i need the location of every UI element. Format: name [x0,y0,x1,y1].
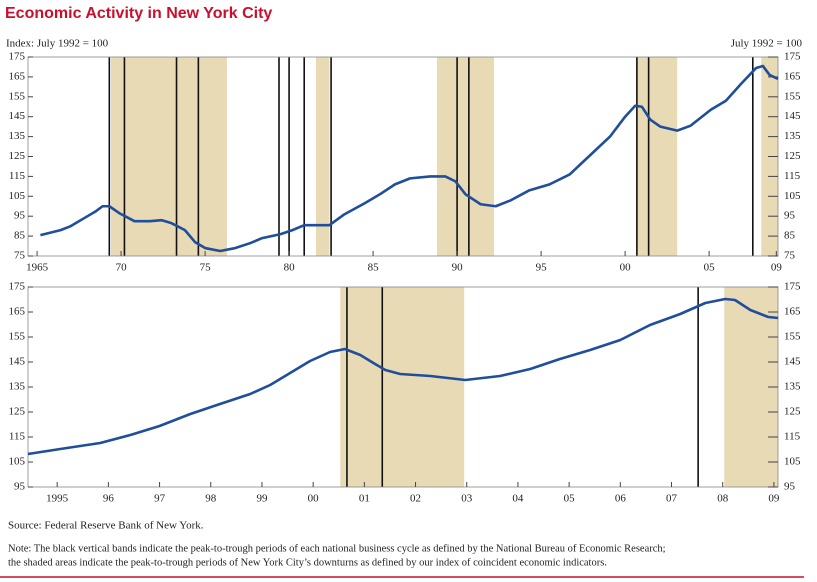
y2-tick-label: 155 [784,331,801,343]
y-axis-label: Index: July 1992 = 100 [6,38,109,50]
x-tick-label: 95 [536,262,548,274]
shaded-band [110,57,227,256]
y-tick-label: 165 [9,70,26,82]
x-tick-label: 04 [512,493,524,505]
y-tick-label: 125 [9,150,26,162]
x-tick-label: 07 [666,493,678,505]
shaded-band [340,287,465,487]
x-tick-label: 85 [368,262,380,274]
x-tick-label: 05 [564,493,576,505]
x-tick-label: 08 [717,493,729,505]
figure-title: Economic Activity in New York City [5,5,272,22]
x-tick-label: 05 [704,262,716,274]
y-tick-label: 155 [9,90,26,102]
y-tick-label: 95 [14,210,26,222]
y-tick-label: 105 [9,190,26,202]
note: the shaded areas indicate the peak-to-tr… [8,557,607,568]
y2-tick-label: 125 [784,150,801,162]
x-tick-label: 90 [452,262,464,274]
y-tick-label: 135 [9,381,26,393]
y2-tick-label: 105 [784,456,801,468]
x-tick-label: 03 [461,493,473,505]
y2-tick-label: 145 [784,110,801,122]
y2-tick-label: 115 [784,431,801,443]
panel: 75 75 85 85 95 95 105 105 115 115 125 125 135 135 145 1… [6,38,802,274]
x-tick-label: 1965 [26,262,49,274]
y2-tick-label: 135 [784,130,801,142]
y2-tick-label: 105 [784,190,801,202]
x-tick-label: 97 [154,493,166,505]
y2-tick-label: 135 [784,381,801,393]
shaded-band [436,57,495,256]
y2-axis-label: July 1992 = 100 [731,38,803,50]
x-tick-label: 80 [284,262,296,274]
y2-tick-label: 115 [784,170,801,182]
x-tick-label: 09 [768,493,780,505]
y2-tick-label: 125 [784,406,801,418]
series-line [40,64,779,253]
shaded-band [315,57,330,256]
y-tick-label: 175 [9,281,26,293]
x-tick-label: 1995 [46,493,69,505]
y2-tick-label: 165 [784,306,801,318]
series-line [27,297,779,456]
x-tick-label: 00 [308,493,320,505]
x-tick-label: 99 [256,493,268,505]
y-tick-label: 155 [9,331,26,343]
y2-tick-label: 165 [784,70,801,82]
y2-tick-label: 175 [784,281,801,293]
y-tick-label: 175 [9,51,26,63]
y-tick-label: 85 [14,230,26,242]
y-tick-label: 105 [9,456,26,468]
x-tick-label: 02 [410,493,421,505]
x-tick-label: 06 [615,493,627,505]
y2-tick-label: 85 [784,230,796,242]
y-tick-label: 95 [14,481,26,493]
y2-tick-label: 175 [784,51,801,63]
x-tick-label: 01 [359,493,370,505]
x-tick-label: 09 [771,262,783,274]
y2-tick-label: 75 [784,250,796,262]
x-tick-label: 75 [200,262,212,274]
panel: 95 95 105 105 115 115 125 125 135 135 145 145 155 155… [9,281,802,505]
x-tick-label: 96 [103,493,115,505]
y2-tick-label: 95 [784,481,796,493]
y-tick-label: 125 [9,406,26,418]
x-tick-label: 70 [116,262,128,274]
y2-tick-label: 95 [784,210,796,222]
x-tick-label: 98 [205,493,217,505]
y2-tick-label: 155 [784,90,801,102]
y-tick-label: 115 [9,170,26,182]
note: Note: The black vertical bands indicate … [8,543,666,554]
y-tick-label: 75 [14,250,26,262]
source: Source: Federal Reserve Bank of New York… [8,520,204,532]
x-tick-label: 00 [620,262,632,274]
y2-tick-label: 145 [784,356,801,368]
y-tick-label: 145 [9,110,26,122]
y-tick-label: 165 [9,306,26,318]
y-tick-label: 115 [9,431,26,443]
shaded-band [636,57,678,256]
y-tick-label: 145 [9,356,26,368]
y-tick-label: 135 [9,130,26,142]
